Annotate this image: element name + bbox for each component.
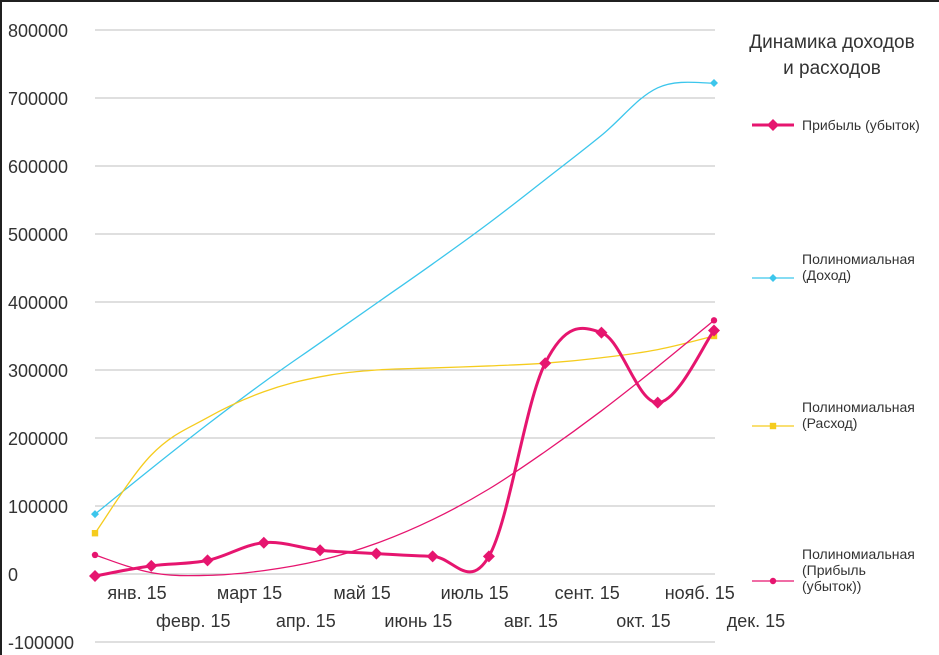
legend-label: Полиномиальная — [802, 399, 915, 415]
y-tick-label: 100000 — [8, 497, 68, 517]
legend: Прибыль (убыток)Полиномиальная(Доход)Пол… — [752, 117, 920, 594]
x-category-label: июль 15 — [441, 583, 509, 603]
x-category-label: дек. 15 — [727, 611, 785, 631]
legend-label: Полиномиальная — [802, 251, 915, 267]
legend-marker — [769, 274, 777, 282]
legend-item: Полиномиальная(Доход) — [752, 251, 915, 283]
data-point — [92, 552, 98, 558]
x-category-label: нояб. 15 — [665, 583, 735, 603]
series-layer — [89, 79, 720, 582]
series-line — [95, 328, 714, 576]
y-tick-label: 400000 — [8, 293, 68, 313]
data-point — [539, 357, 551, 369]
y-tick-label: 700000 — [8, 89, 68, 109]
y-tick-label: 0 — [8, 565, 18, 585]
legend-marker — [770, 423, 776, 429]
gridlines — [95, 30, 715, 642]
legend-item: Прибыль (убыток) — [752, 117, 920, 133]
x-category-label: март 15 — [217, 583, 282, 603]
series-line — [95, 336, 714, 533]
chart-title-line: и расходов — [783, 58, 881, 79]
legend-label: (Расход) — [802, 415, 857, 431]
legend-label: (Прибыль — [802, 562, 866, 578]
legend-label: (убыток)) — [802, 578, 861, 594]
legend-item: Полиномиальная(Расход) — [752, 399, 915, 431]
data-point — [370, 548, 382, 560]
x-category-label: янв. 15 — [107, 583, 166, 603]
data-point — [258, 537, 270, 549]
y-tick-label: 500000 — [8, 225, 68, 245]
x-category-label: авг. 15 — [504, 611, 558, 631]
y-tick-label: 200000 — [8, 429, 68, 449]
y-axis-tick-labels: 800000 700000 600000 500000 400000 300000 2000… — [8, 21, 74, 653]
data-point — [89, 570, 101, 582]
x-category-label: июнь 15 — [384, 611, 452, 631]
data-point — [710, 79, 718, 87]
legend-marker — [770, 578, 776, 584]
data-point — [314, 544, 326, 556]
legend-label: Полиномиальная — [802, 546, 915, 562]
y-tick-label: -100000 — [8, 633, 74, 653]
series-2 — [91, 79, 718, 518]
x-category-label: сент. 15 — [555, 583, 620, 603]
x-category-label: февр. 15 — [156, 611, 230, 631]
y-tick-label: 800000 — [8, 21, 68, 41]
x-category-label: апр. 15 — [276, 611, 336, 631]
x-category-label: май 15 — [333, 583, 390, 603]
chart-title: Динамика доходов и расходов — [749, 32, 914, 79]
legend-marker — [767, 119, 779, 131]
data-point — [202, 554, 214, 566]
series-4 — [92, 317, 717, 575]
series-1 — [89, 325, 720, 582]
legend-label: (Доход) — [802, 267, 851, 283]
data-point — [711, 317, 717, 323]
y-tick-label: 300000 — [8, 361, 68, 381]
x-axis-category-labels: янв. 15 февр. 15 март 15 апр. 15 май 15 июнь … — [107, 583, 785, 631]
series-line — [95, 320, 714, 575]
legend-item: Полиномиальная(Прибыль(убыток)) — [752, 546, 915, 594]
x-category-label: окт. 15 — [616, 611, 670, 631]
data-point — [145, 560, 157, 572]
data-point — [427, 550, 439, 562]
y-tick-label: 600000 — [8, 157, 68, 177]
legend-label: Прибыль (убыток) — [802, 117, 920, 133]
data-point — [92, 530, 98, 536]
chart-title-line: Динамика доходов — [749, 32, 914, 53]
data-point — [595, 327, 607, 339]
series-line — [95, 82, 714, 514]
data-point — [652, 397, 664, 409]
